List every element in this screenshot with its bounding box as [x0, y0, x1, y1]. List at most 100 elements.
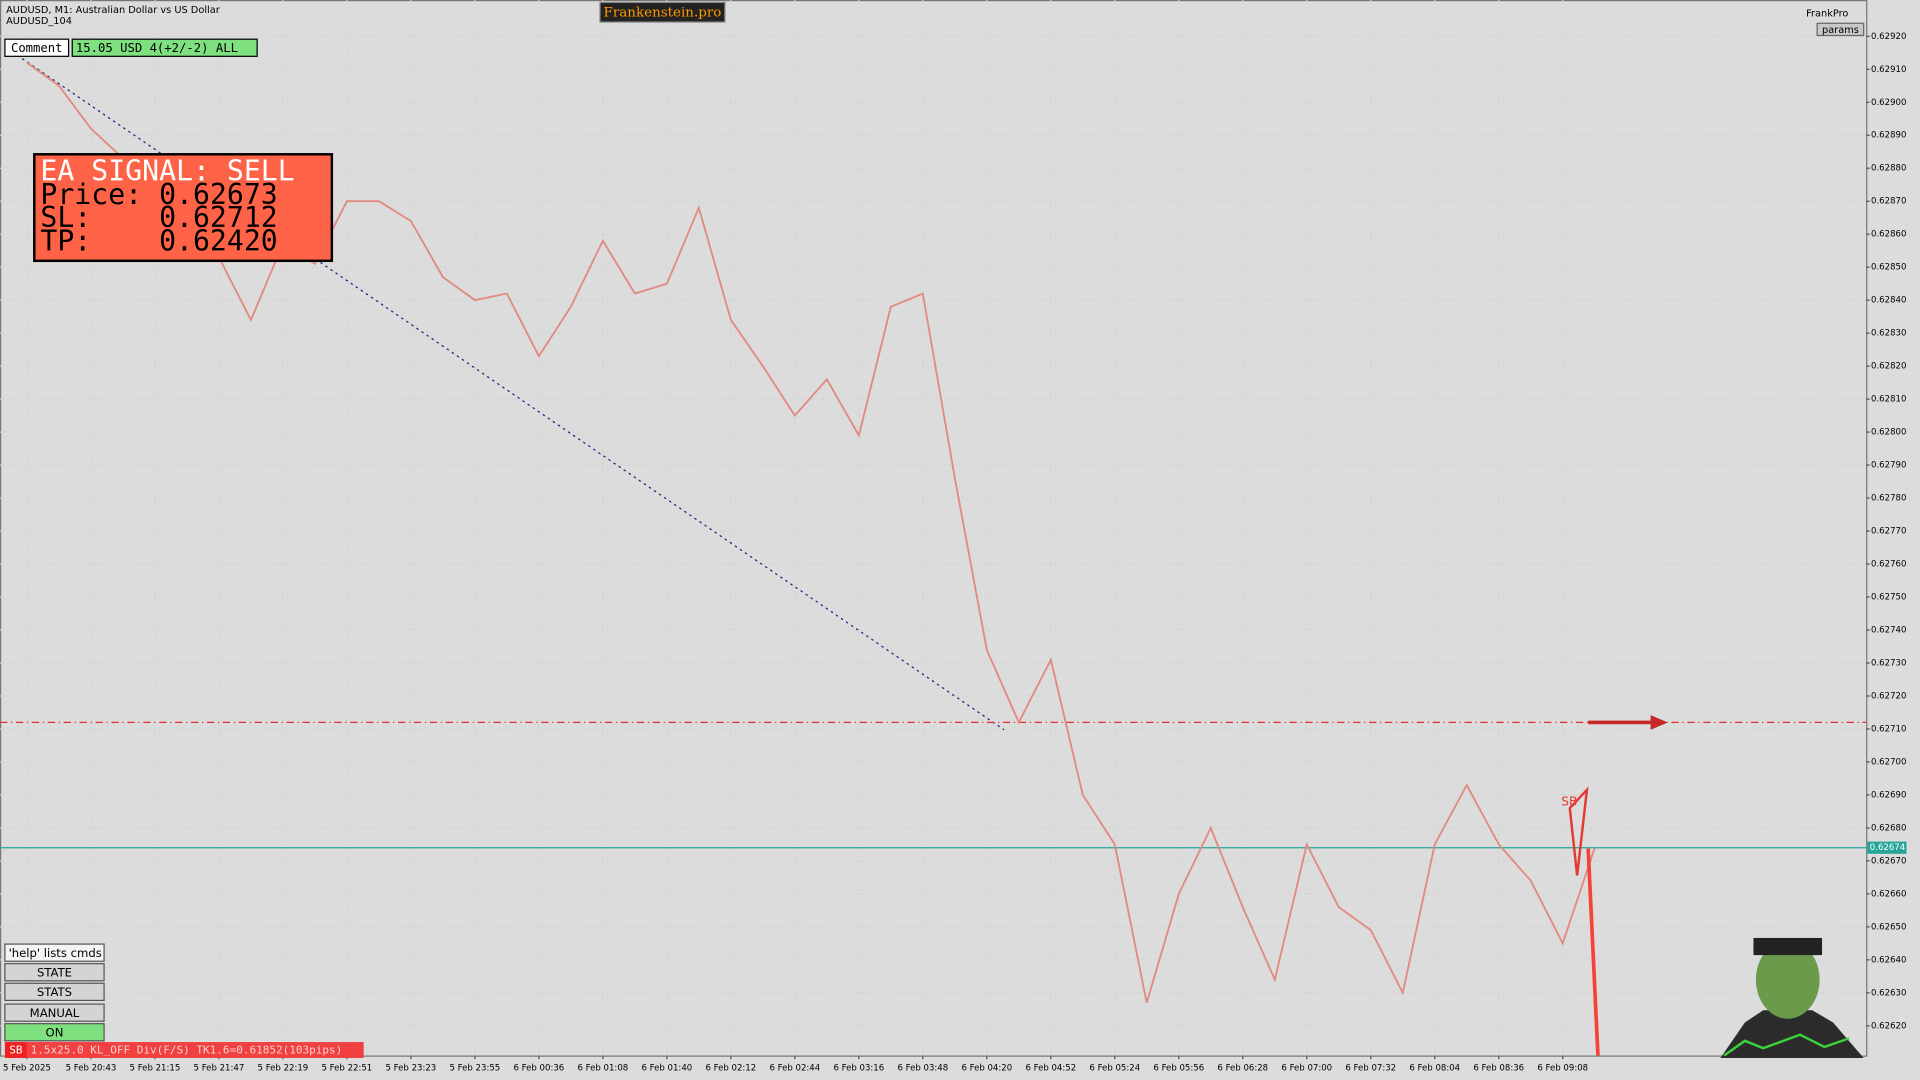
plot-frame [0, 0, 1868, 1057]
x-tick-label: 5 Feb 2025 [3, 1063, 51, 1073]
y-tick-label: 0.62820 [1871, 362, 1906, 372]
y-tick-label: 0.62790 [1871, 461, 1906, 471]
y-tick-label: 0.62740 [1871, 626, 1906, 636]
y-tick-label: 0.62660 [1871, 889, 1906, 899]
y-tick-label: 0.62870 [1871, 197, 1906, 207]
y-tick-label: 0.62680 [1871, 823, 1906, 833]
y-tick-label: 0.62650 [1871, 922, 1906, 932]
brand-box [599, 1, 726, 23]
mascot-head [1755, 940, 1820, 1019]
x-tick-label: 6 Feb 06:28 [1217, 1063, 1268, 1073]
x-tick-label: 6 Feb 03:16 [833, 1063, 884, 1073]
x-tick-label: 6 Feb 09:08 [1537, 1063, 1588, 1073]
y-tick-label: 0.62890 [1871, 131, 1906, 141]
y-tick-label: 0.62690 [1871, 790, 1906, 800]
y-tick-label: 0.62730 [1871, 658, 1906, 668]
command-button-label[interactable]: STATS [37, 985, 72, 999]
price-tag [1867, 841, 1907, 854]
command-button-label[interactable]: MANUAL [30, 1006, 80, 1020]
x-tick-label: 5 Feb 20:43 [66, 1063, 117, 1073]
command-button[interactable] [4, 963, 105, 982]
x-tick-label: 5 Feb 22:51 [322, 1063, 373, 1073]
x-tick-label: 6 Feb 00:36 [514, 1063, 565, 1073]
axes: 0.62620 0.62630 0.62640 0.62650 0.62660 0.626… [3, 32, 1907, 1073]
status-box [26, 1042, 364, 1058]
price-tag-label: 0.62674 [1870, 843, 1905, 853]
x-tick-label: 5 Feb 23:23 [386, 1063, 437, 1073]
y-tick-label: 0.62700 [1871, 757, 1906, 767]
tp-projection [1586, 848, 1600, 1056]
y-tick-label: 0.62850 [1871, 263, 1906, 273]
command-button[interactable] [4, 1023, 105, 1042]
sb-pattern [1568, 786, 1589, 876]
y-tick-label: 0.62830 [1871, 329, 1906, 339]
y-tick-label: 0.62630 [1871, 988, 1906, 998]
x-tick-label: 6 Feb 08:36 [1473, 1063, 1524, 1073]
y-tick-label: 0.62880 [1871, 164, 1906, 174]
y-tick-label: 0.62710 [1871, 724, 1906, 734]
status-text: 1.5x25.0 KL_OFF Div(F/S) TK1.6=0.61852(1… [31, 1044, 343, 1057]
grid [0, 0, 1867, 1056]
x-tick-label: 5 Feb 21:15 [130, 1063, 181, 1073]
command-button-label[interactable]: ON [46, 1025, 64, 1039]
x-tick-label: 6 Feb 02:12 [705, 1063, 756, 1073]
y-tick-label: 0.62640 [1871, 955, 1906, 965]
x-tick-label: 6 Feb 04:20 [961, 1063, 1012, 1073]
x-tick-label: 6 Feb 04:52 [1025, 1063, 1076, 1073]
signal-title: EA SIGNAL: SELL [40, 155, 294, 188]
y-tick-label: 0.62910 [1871, 65, 1906, 75]
x-tick-label: 5 Feb 22:19 [258, 1063, 309, 1073]
command-button-label[interactable]: STATE [37, 965, 72, 979]
y-tick-label: 0.62800 [1871, 428, 1906, 438]
y-tick-label: 0.62770 [1871, 527, 1906, 537]
comment-box [4, 38, 70, 57]
stats-box [71, 38, 258, 57]
symbol-title: AUDUSD, M1: Australian Dollar vs US Doll… [6, 5, 221, 16]
profile: FrankPro [1806, 8, 1848, 19]
y-tick-label: 0.62840 [1871, 296, 1906, 306]
comment-label: Comment [11, 41, 63, 55]
brand: Frankenstein.pro [604, 5, 722, 20]
signal-tp: TP: 0.62420 [40, 224, 277, 257]
x-tick-label: 6 Feb 01:08 [577, 1063, 628, 1073]
x-tick-label: 6 Feb 05:24 [1089, 1063, 1140, 1073]
params-label[interactable]: params [1822, 25, 1859, 36]
sb-marker: SB [1561, 795, 1577, 809]
x-tick-label: 6 Feb 07:32 [1345, 1063, 1396, 1073]
command-button[interactable] [4, 1003, 105, 1022]
y-tick-label: 0.62620 [1871, 1021, 1906, 1031]
x-tick-label: 6 Feb 08:04 [1409, 1063, 1460, 1073]
x-tick-label: 6 Feb 01:40 [641, 1063, 692, 1073]
mascot-hair [1753, 937, 1823, 956]
y-tick-label: 0.62720 [1871, 691, 1906, 701]
command-button-label[interactable]: 'help' lists cmds [9, 946, 102, 960]
account-name: AUDUSD_104 [6, 16, 72, 27]
x-tick-label: 5 Feb 21:47 [194, 1063, 245, 1073]
y-tick-label: 0.62860 [1871, 230, 1906, 240]
status-tag: SB [9, 1044, 23, 1057]
params-button[interactable] [1816, 22, 1865, 37]
y-tick-label: 0.62670 [1871, 856, 1906, 866]
y-tick-label: 0.62810 [1871, 395, 1906, 405]
y-tick-label: 0.62920 [1871, 32, 1906, 42]
stats-text: 15.05 USD 4(+2/-2) ALL [76, 41, 238, 55]
mascot [1720, 937, 1864, 1058]
mascot-line [1723, 1033, 1850, 1057]
command-buttons: 'help' lists cmds STATE STATS MANUAL ON [4, 943, 105, 1042]
x-tick-label: 6 Feb 07:00 [1281, 1063, 1332, 1073]
status-tag-box [4, 1042, 27, 1058]
signal-sl: SL: 0.62712 [40, 201, 277, 234]
y-tick-label: 0.62750 [1871, 593, 1906, 603]
x-tick-label: 6 Feb 03:48 [897, 1063, 948, 1073]
signal-box [33, 153, 334, 263]
y-tick-label: 0.62760 [1871, 560, 1906, 570]
command-button[interactable] [4, 982, 105, 1002]
command-button[interactable] [4, 943, 105, 962]
sl-arrow-head [1650, 715, 1668, 730]
signal-price: Price: 0.62673 [40, 178, 277, 211]
x-tick-label: 5 Feb 23:55 [450, 1063, 501, 1073]
y-tick-label: 0.62900 [1871, 98, 1906, 108]
x-tick-label: 6 Feb 02:44 [769, 1063, 820, 1073]
